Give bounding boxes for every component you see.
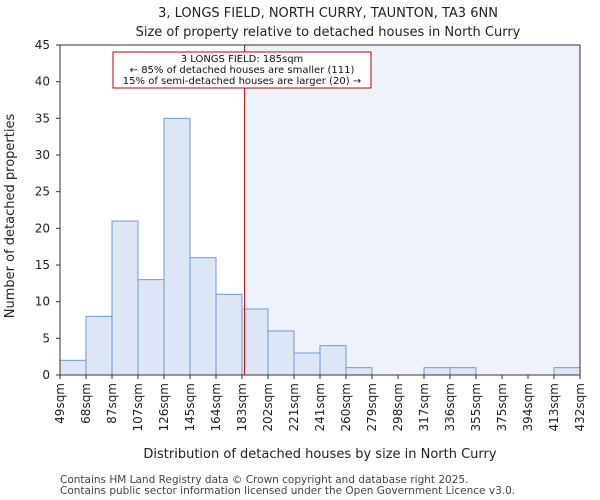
bar-145sqm	[189, 257, 217, 376]
larger-region-highlight	[244, 45, 580, 375]
bar-413sqm	[553, 367, 581, 376]
x-tick-label: 145sqm	[183, 383, 197, 431]
y-axis-ticks: 0 5 10 15 20 25 30 35 40 45	[35, 38, 60, 382]
x-tick-label: 202sqm	[261, 383, 275, 431]
x-axis-label: Distribution of detached houses by size …	[143, 447, 496, 462]
bars	[59, 117, 581, 376]
y-tick-label: 45	[35, 38, 50, 52]
bar-164sqm	[215, 293, 243, 376]
y-tick-label: 0	[42, 368, 50, 382]
x-tick-label: 164sqm	[209, 383, 223, 431]
y-axis-label: Number of detached properties	[3, 114, 18, 319]
y-tick-label: 30	[35, 148, 50, 162]
x-tick-label: 317sqm	[417, 383, 431, 431]
bar-126sqm	[163, 117, 191, 376]
annotation-line-1: 3 LONGS FIELD: 185sqm	[181, 54, 304, 65]
annotation-box: 3 LONGS FIELD: 185sqm ← 85% of detached …	[112, 51, 372, 89]
x-tick-label: 126sqm	[157, 383, 171, 431]
bar-202sqm	[267, 330, 295, 376]
y-tick-label: 35	[35, 111, 50, 125]
bar-221sqm	[293, 352, 321, 376]
x-tick-label: 49sqm	[53, 383, 67, 424]
chart-subtitle: Size of property relative to detached ho…	[136, 25, 521, 40]
bar-107sqm	[137, 279, 165, 376]
annotation-line-3: 15% of semi-detached houses are larger (…	[123, 76, 361, 87]
bar-49sqm	[59, 359, 87, 376]
x-tick-label: 432sqm	[573, 383, 587, 431]
bar-87sqm	[111, 220, 139, 376]
chart-title: 3, LONGS FIELD, NORTH CURRY, TAUNTON, TA…	[158, 6, 498, 21]
footer-line-2: Contains public sector information licen…	[60, 485, 515, 497]
x-tick-label: 241sqm	[313, 383, 327, 431]
annotation-frame	[112, 51, 372, 89]
y-tick-label: 20	[35, 221, 50, 235]
x-tick-label: 413sqm	[547, 383, 561, 431]
y-tick-label: 5	[42, 331, 50, 345]
bar-183sqm	[241, 308, 269, 376]
annotation-line-2: ← 85% of detached houses are smaller (11…	[130, 65, 355, 76]
x-tick-label: 375sqm	[495, 383, 509, 431]
x-tick-label: 68sqm	[79, 383, 93, 424]
y-tick-label: 15	[35, 258, 50, 272]
x-axis-ticks: 49sqm 68sqm 87sqm 107sqm 126sqm 145sqm 164sqm 1…	[53, 375, 587, 431]
x-tick-label: 355sqm	[469, 383, 483, 431]
x-tick-label: 107sqm	[131, 383, 145, 431]
x-tick-label: 336sqm	[443, 383, 457, 431]
y-tick-label: 25	[35, 185, 50, 199]
x-tick-label: 221sqm	[287, 383, 301, 431]
bar-241sqm	[319, 345, 347, 376]
x-tick-label: 394sqm	[521, 383, 535, 431]
x-tick-label: 298sqm	[391, 383, 405, 431]
x-tick-label: 87sqm	[105, 383, 119, 424]
bar-336sqm	[449, 367, 477, 376]
x-tick-label: 279sqm	[365, 383, 379, 431]
bar-317sqm	[423, 367, 451, 376]
bar-68sqm	[85, 315, 113, 376]
y-tick-label: 10	[35, 295, 50, 309]
bar-260sqm	[345, 367, 373, 376]
y-tick-label: 40	[35, 75, 50, 89]
x-tick-label: 183sqm	[235, 383, 249, 431]
x-tick-label: 260sqm	[339, 383, 353, 431]
footer-line-1: Contains HM Land Registry data © Crown c…	[60, 474, 468, 486]
